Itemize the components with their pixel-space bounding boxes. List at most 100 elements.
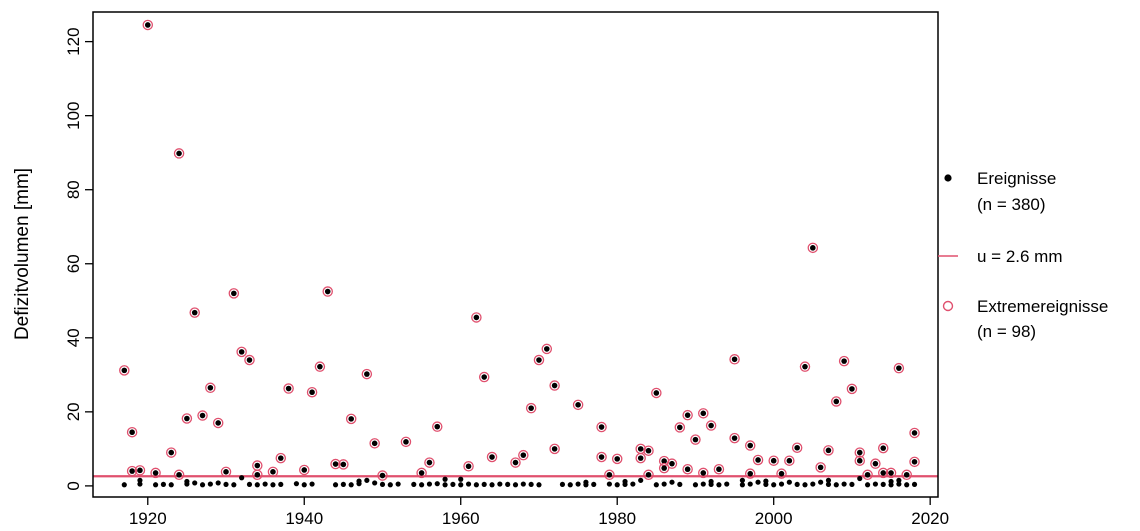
event-point [199,482,206,488]
extreme-event-dot [489,454,495,460]
extreme-event-dot [896,365,902,371]
event-point [332,482,339,488]
extreme-event-dot [465,463,472,470]
event-point [880,481,886,488]
extreme-event-dot [755,457,761,463]
extreme-event-ring [744,468,756,479]
extreme-event-ring [870,458,881,469]
extreme-event-dot [661,465,667,471]
event-point [168,482,174,488]
event-point [239,475,245,481]
extreme-event-dot [551,382,558,389]
extreme-event-ring [142,19,154,31]
extreme-event-ring [815,462,826,473]
y-tick-label: 100 [64,101,83,129]
extreme-event-dot [340,461,347,468]
extreme-event-dot [348,416,354,422]
event-point [379,481,386,488]
event-point [747,481,753,487]
extreme-event-dot [677,424,683,431]
event-point [606,481,612,487]
legend-extremes-count: (n = 98) [977,322,1036,341]
extreme-event-ring [197,410,208,421]
extreme-event-ring [674,422,686,433]
extreme-event-dot [184,415,190,422]
extreme-event-dot [301,467,308,473]
extreme-event-ring [666,458,678,469]
extreme-event-dot [802,363,808,370]
extreme-event-ring [361,368,373,380]
event-point [512,482,519,488]
extreme-event-dot [481,374,488,380]
extreme-event-ring [744,440,756,451]
extreme-event-dot [176,150,182,157]
extreme-event-dot [144,22,151,28]
extreme-event-dot [121,367,128,374]
extreme-event-ring [596,451,607,463]
extreme-event-dot [418,470,425,476]
extreme-event-dot [254,471,261,478]
event-point [677,481,683,488]
event-point [309,481,315,487]
event-point [575,481,581,487]
extreme-event-ring [729,354,740,365]
extreme-event-dot [536,357,542,363]
extreme-event-ring [541,343,553,355]
event-point [356,478,362,484]
legend-threshold-label: u = 2.6 mm [977,247,1063,266]
extreme-event-dot [786,457,793,464]
event-point [465,481,472,487]
extreme-event-ring [252,469,263,481]
extreme-event-ring [643,469,654,481]
extreme-event-dot [810,245,816,251]
extreme-event-dot [825,447,832,454]
extreme-event-ring [784,455,795,466]
extreme-event-dot [856,457,863,464]
event-point [372,480,378,486]
event-point [442,476,448,482]
legend-extremes-label: Extremereignisse [977,297,1108,316]
extreme-event-ring [518,449,529,461]
extreme-event-ring [596,421,607,433]
extreme-event-ring [126,465,138,477]
event-point [700,481,706,487]
extreme-event-dot [598,424,605,430]
extreme-event-dot [512,459,519,466]
extreme-event-dot [277,455,284,461]
event-point [559,481,566,488]
event-point [207,481,213,487]
event-point [638,477,644,483]
event-point [896,477,902,483]
legend-extremes-marker [942,300,954,312]
event-point [661,481,667,487]
points-layer [119,19,920,488]
extreme-event-dot [598,454,605,460]
extreme-event-dot [551,446,558,452]
event-point [786,479,792,485]
event-point [434,481,440,487]
extreme-event-ring [126,426,138,438]
extreme-event-dot [645,447,652,454]
event-point [911,481,918,488]
extreme-event-dot [684,412,691,418]
extreme-event-dot [543,346,550,352]
extreme-event-ring [134,465,146,476]
extreme-event-ring [807,242,819,254]
extreme-event-ring [549,443,560,455]
extreme-event-dot [708,422,714,429]
event-point [442,482,448,488]
event-point [270,482,276,488]
extreme-event-dot [645,471,652,478]
extreme-event-ring [651,387,662,399]
event-point [825,477,832,483]
event-point [825,481,832,488]
event-point [387,482,393,488]
extreme-event-ring [322,286,333,297]
extreme-event-ring [314,361,326,372]
extreme-event-ring [236,346,247,358]
extreme-event-dot [794,444,800,451]
extreme-event-ring [729,432,740,444]
extreme-event-ring [831,396,842,407]
extreme-event-dot [817,464,824,471]
